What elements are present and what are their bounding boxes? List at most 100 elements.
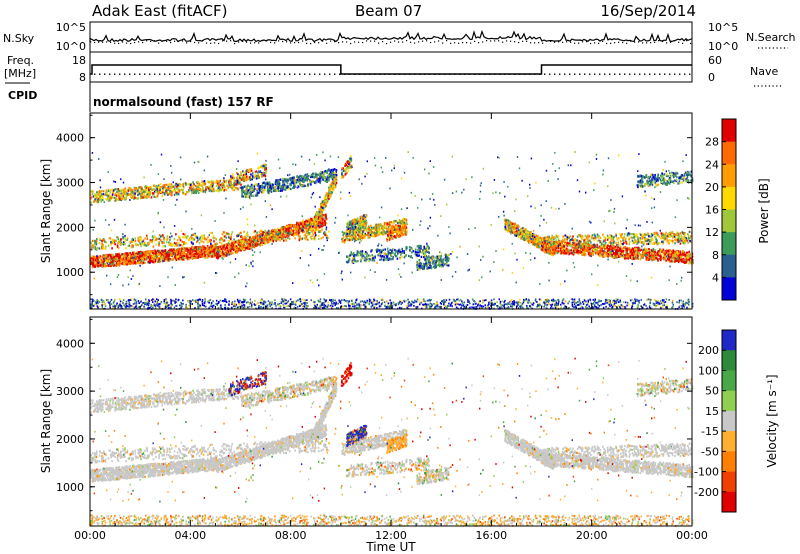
power-cell bbox=[174, 183, 177, 186]
nsearch-dot bbox=[398, 41, 400, 43]
power-cell bbox=[279, 185, 281, 188]
power-cell bbox=[190, 254, 193, 257]
power-cell bbox=[307, 175, 310, 178]
power-cell bbox=[192, 242, 194, 245]
power-cell bbox=[323, 232, 325, 235]
power-cell bbox=[386, 222, 389, 225]
power-cell bbox=[375, 223, 378, 226]
nsearch-dot bbox=[266, 40, 268, 42]
nave-dot bbox=[214, 73, 216, 75]
power-cell bbox=[359, 231, 362, 235]
power-cell bbox=[277, 236, 279, 239]
power-cell bbox=[199, 245, 201, 249]
power-cell bbox=[120, 192, 122, 195]
power-cell bbox=[233, 238, 235, 241]
power-cell bbox=[282, 231, 284, 234]
power-cell bbox=[161, 190, 164, 194]
power-cell bbox=[286, 187, 288, 190]
power-cell bbox=[126, 194, 128, 197]
power-cell bbox=[226, 251, 228, 254]
power-cell bbox=[197, 256, 199, 259]
power-cell bbox=[228, 244, 230, 247]
power-cell bbox=[122, 235, 124, 238]
power-cell bbox=[102, 239, 104, 242]
power-cell bbox=[189, 255, 192, 258]
power-cell bbox=[246, 192, 249, 195]
power-cell bbox=[345, 234, 347, 237]
power-cell bbox=[287, 231, 289, 235]
power-cell bbox=[167, 258, 170, 261]
power-cell bbox=[138, 238, 141, 241]
power-cell bbox=[208, 255, 211, 258]
nave-dot bbox=[374, 73, 376, 75]
power-cell bbox=[315, 219, 318, 222]
power-cell bbox=[275, 184, 278, 187]
power-cell bbox=[105, 255, 107, 258]
power-cell bbox=[316, 211, 318, 214]
power-cell bbox=[130, 189, 132, 193]
power-cell bbox=[215, 246, 218, 249]
power-cell bbox=[138, 186, 140, 189]
nsearch-dot bbox=[418, 41, 420, 43]
power-cell bbox=[98, 247, 101, 250]
nave-dot bbox=[664, 73, 666, 75]
power-cell bbox=[111, 247, 113, 250]
power-cell bbox=[321, 173, 324, 177]
nave-dot bbox=[394, 73, 396, 75]
nsearch-dot bbox=[294, 42, 296, 44]
power-cell bbox=[351, 237, 354, 240]
power-cell bbox=[179, 244, 182, 247]
power-cell bbox=[209, 240, 211, 243]
power-cell bbox=[292, 230, 294, 233]
power-cell bbox=[206, 246, 209, 249]
power-cell bbox=[284, 186, 286, 189]
power-cell bbox=[275, 237, 277, 240]
power-cell bbox=[185, 254, 188, 258]
power-cell bbox=[357, 238, 359, 241]
nave-dot bbox=[559, 73, 561, 75]
power-cell bbox=[127, 188, 129, 191]
power-cell bbox=[258, 188, 260, 191]
power-cell bbox=[291, 176, 294, 179]
power-cell bbox=[307, 233, 309, 236]
power-cell bbox=[127, 189, 130, 192]
power-cell bbox=[266, 182, 269, 185]
power-cell bbox=[136, 257, 139, 260]
power-cell bbox=[315, 180, 317, 183]
power-cell bbox=[322, 236, 324, 239]
power-cell bbox=[223, 251, 225, 254]
power-cell bbox=[278, 236, 280, 239]
power-cell bbox=[220, 247, 223, 250]
power-cell bbox=[247, 246, 250, 249]
power-cell bbox=[244, 235, 246, 238]
power-cell bbox=[296, 178, 299, 181]
power-cell bbox=[273, 235, 275, 238]
power-cell bbox=[318, 173, 321, 176]
power-cell bbox=[152, 237, 155, 240]
power-cell bbox=[226, 243, 229, 247]
power-cell bbox=[315, 228, 317, 231]
power-cell bbox=[155, 190, 157, 193]
power-cell bbox=[165, 187, 167, 190]
power-cell bbox=[145, 195, 148, 198]
power-cell bbox=[331, 177, 334, 180]
power-cell bbox=[171, 184, 174, 187]
power-cell bbox=[242, 190, 245, 193]
power-cell bbox=[134, 242, 137, 245]
power-cell bbox=[108, 197, 111, 200]
power-cell bbox=[347, 238, 350, 241]
power-cell bbox=[112, 242, 114, 245]
power-cell bbox=[268, 238, 270, 242]
power-cell bbox=[145, 257, 148, 260]
power-cell bbox=[223, 189, 225, 192]
nsearch-dot bbox=[246, 41, 248, 43]
power-cell bbox=[285, 239, 287, 242]
power-cell bbox=[201, 180, 203, 183]
power-cell bbox=[304, 179, 306, 182]
power-cell bbox=[218, 245, 221, 248]
power-cell bbox=[328, 179, 330, 182]
power-cell bbox=[140, 256, 142, 259]
nsearch-dot bbox=[606, 42, 608, 45]
power-cell bbox=[101, 199, 104, 202]
power-cell bbox=[262, 181, 265, 184]
